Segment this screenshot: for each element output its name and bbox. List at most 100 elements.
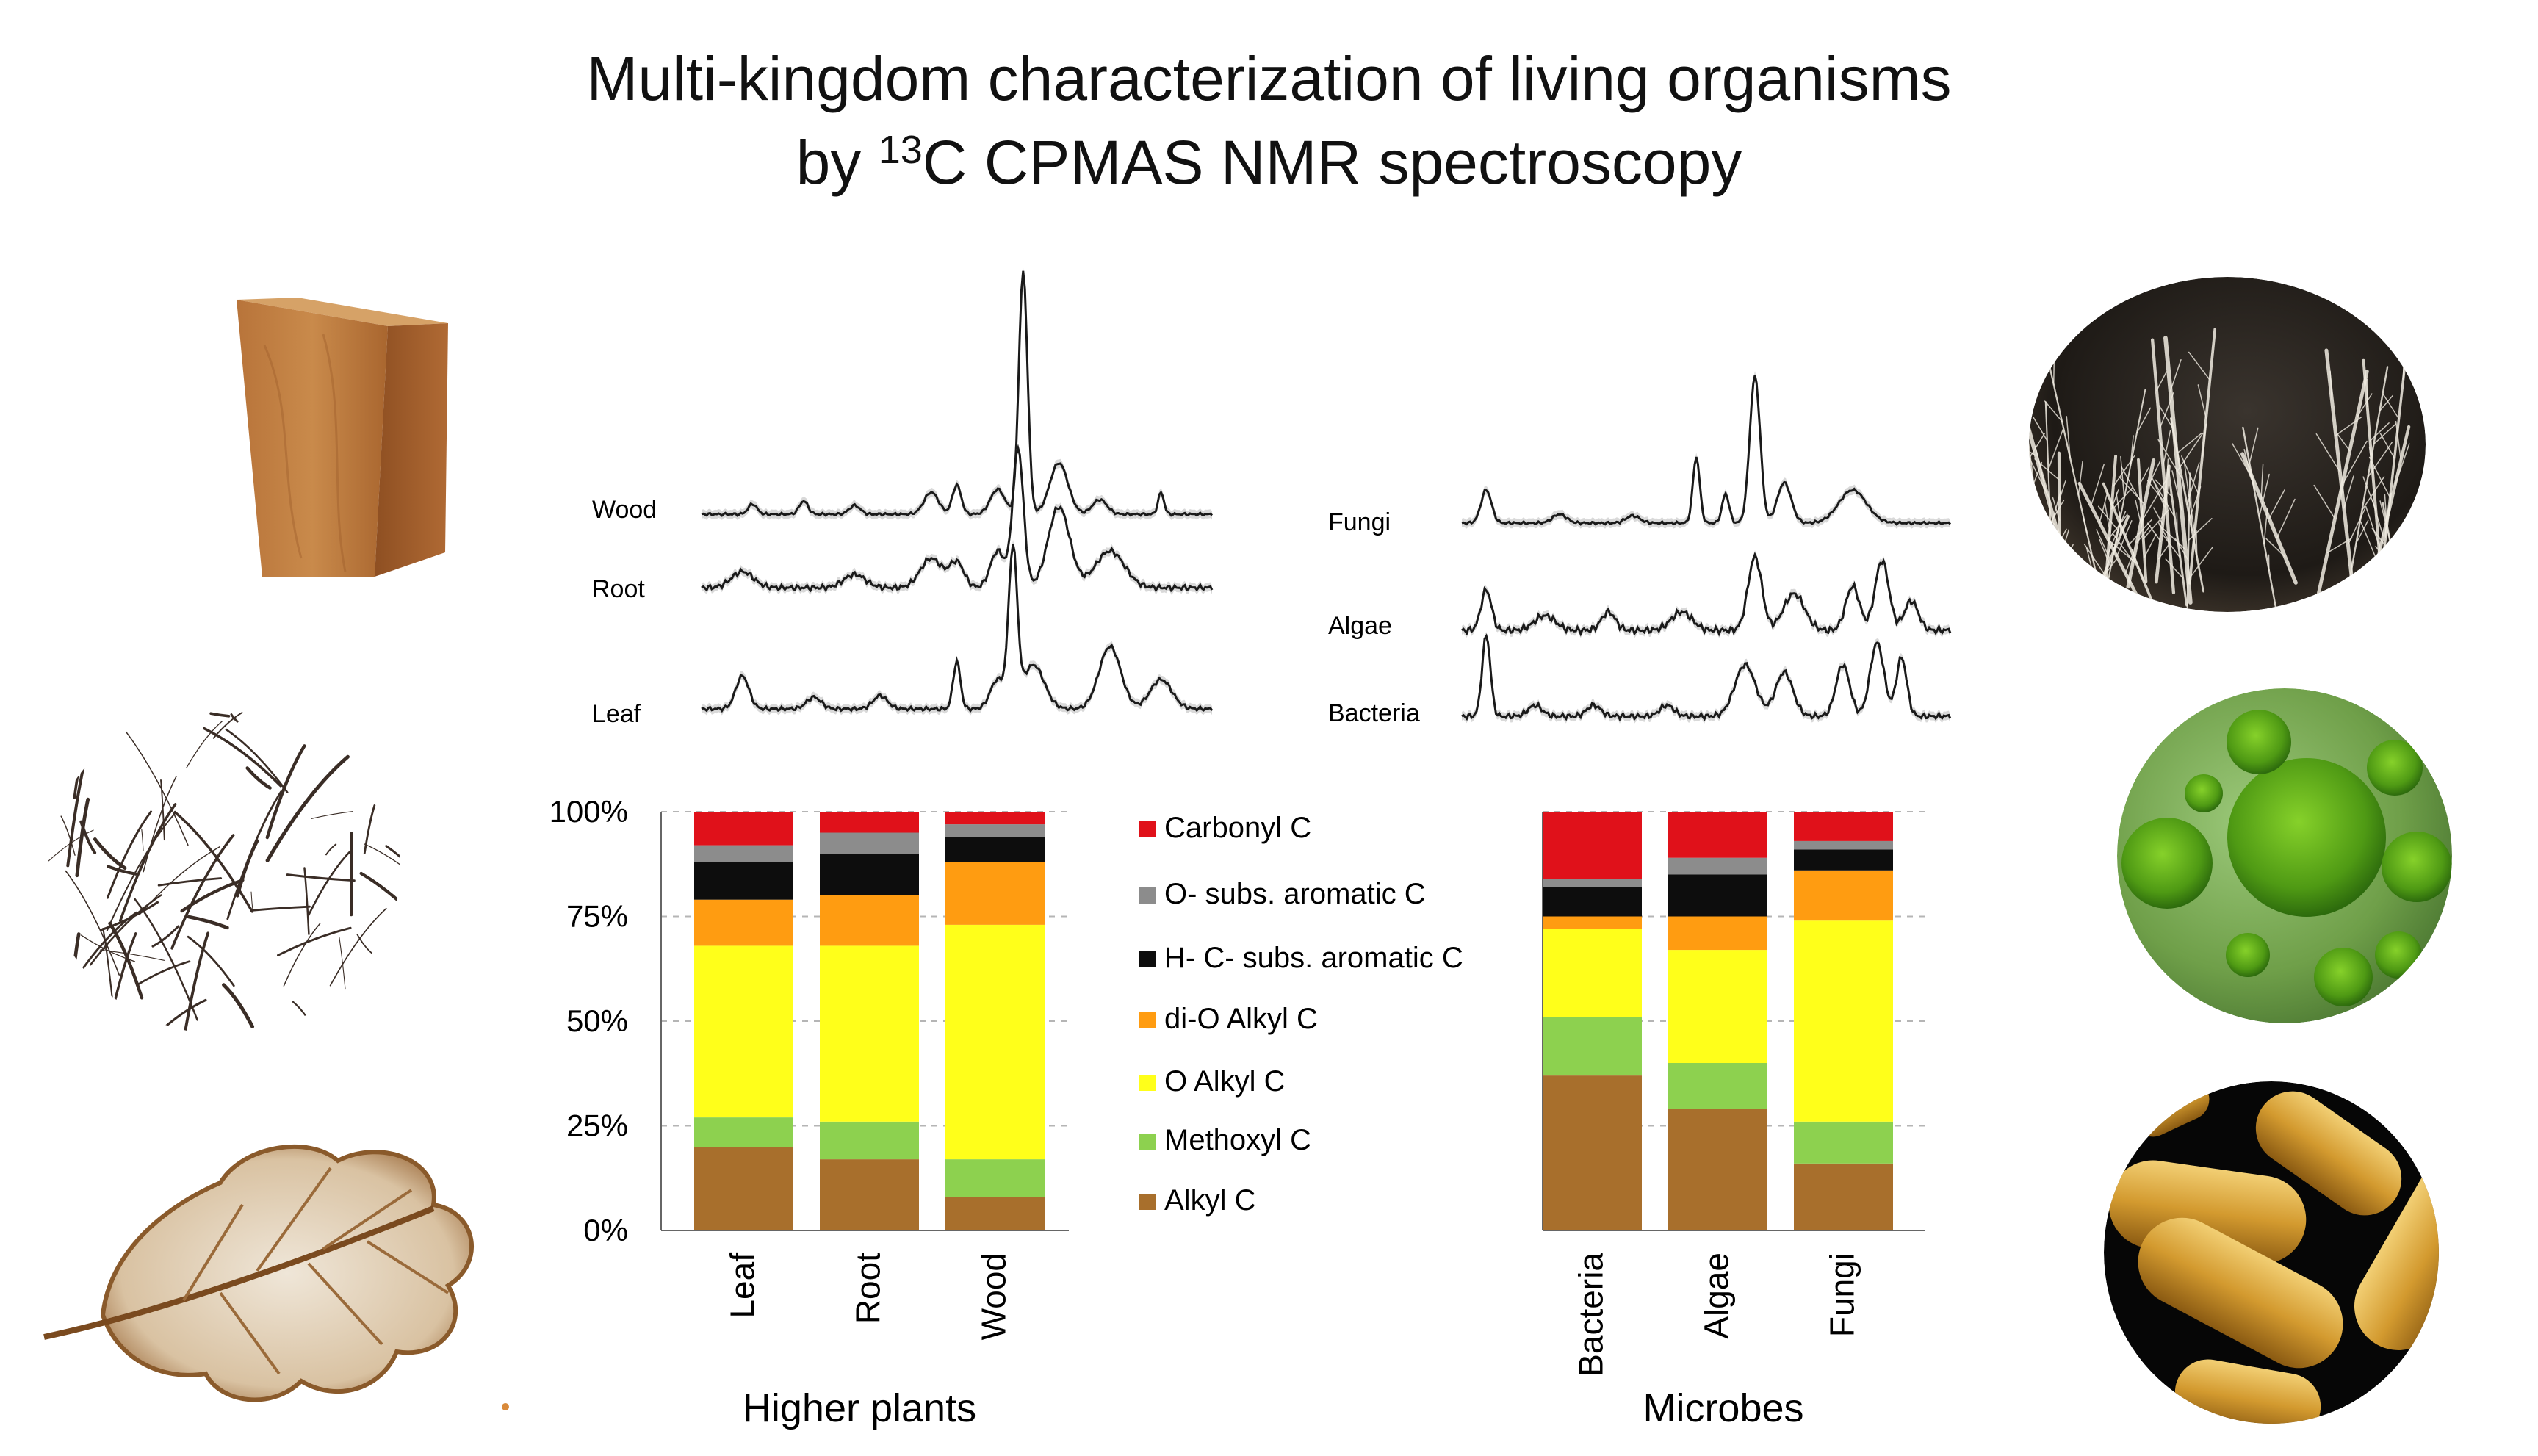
- legend-label: Methoxyl C: [1164, 1124, 1311, 1156]
- bar-segment-alkyl-c: [1543, 1075, 1642, 1230]
- bacteria-photo: [2104, 1081, 2439, 1424]
- fungi-spectrum-band: [1462, 370, 1950, 529]
- title-superscript: 13: [878, 128, 923, 172]
- legend-swatch: [1139, 951, 1156, 967]
- bar-segment-o-subs-aromatic-c: [1794, 840, 1893, 850]
- bar-segment-carbonyl-c: [1543, 812, 1642, 879]
- spectrum-label-algae: Algae: [1328, 612, 1392, 640]
- bar-segment-h-c-subs-aromatic-c: [1543, 887, 1642, 917]
- skeleton-leaf-photo: [43, 1145, 475, 1402]
- bar-segment-o-alkyl-c: [1794, 920, 1893, 1122]
- xlabel-plants: Higher plants: [743, 1386, 976, 1430]
- root-spectrum-line: [701, 444, 1214, 593]
- microbes-bar-chart: Bacteria Algae Fungi: [1542, 811, 1925, 1377]
- bar-segment-alkyl-c: [945, 1197, 1045, 1230]
- bar-segment-alkyl-c: [694, 1147, 793, 1230]
- legend-swatch: [1139, 1134, 1156, 1150]
- bar-segment-h-c-subs-aromatic-c: [1794, 849, 1893, 871]
- category-label: Root: [849, 1253, 887, 1324]
- y-tick-label: 0%: [583, 1213, 628, 1247]
- legend-swatch: [1139, 1075, 1156, 1091]
- title-line-2-prefix: by: [796, 128, 879, 197]
- bar-segment-carbonyl-c: [820, 812, 919, 833]
- bar-segment-alkyl-c: [1668, 1109, 1767, 1230]
- title-line-1: Multi-kingdom characterization of living…: [586, 44, 1952, 113]
- bacteria-spectrum-band: [1462, 632, 1950, 724]
- bar-segment-carbonyl-c: [1668, 812, 1767, 858]
- legend-label: O Alkyl C: [1164, 1065, 1285, 1098]
- spectrum-label-fungi: Fungi: [1328, 508, 1391, 536]
- chart-legend: Carbonyl C O- subs. aromatic C H- C- subs.…: [1139, 812, 1463, 1217]
- legend-label: H- C- subs. aromatic C: [1164, 942, 1463, 974]
- bar-segment-o-alkyl-c: [1668, 950, 1767, 1063]
- bar-segment-methoxyl-c: [1794, 1121, 1893, 1164]
- algae-spectrum-line: [1461, 552, 1952, 637]
- leaf-spectrum-band: [702, 539, 1212, 716]
- bar-segment-di-o-alkyl-c: [820, 895, 919, 946]
- bar-segment-o-subs-aromatic-c: [1668, 857, 1767, 875]
- spectrum-label-leaf: Leaf: [592, 700, 641, 728]
- bar-segment-o-alkyl-c: [820, 945, 919, 1122]
- title-line-2-suffix: C CPMAS NMR spectroscopy: [922, 128, 1742, 197]
- bar-segment-carbonyl-c: [1794, 812, 1893, 841]
- bar-segment-alkyl-c: [820, 1159, 919, 1230]
- bar-segment-methoxyl-c: [945, 1159, 1045, 1197]
- bar-segment-o-subs-aromatic-c: [945, 824, 1045, 837]
- bar-segment-di-o-alkyl-c: [694, 899, 793, 946]
- y-tick-label: 100%: [549, 794, 628, 829]
- plants-bar-chart: 0% 25% 50% 75% 100% Leaf Root Wood: [549, 794, 1069, 1340]
- green-algae-photo: [2117, 688, 2452, 1023]
- bar-segment-di-o-alkyl-c: [1543, 916, 1642, 929]
- category-label: Bacteria: [1572, 1253, 1610, 1377]
- bar-segment-h-c-subs-aromatic-c: [820, 854, 919, 895]
- fungal-mycelium-photo: [2029, 277, 2426, 612]
- bacteria-spectrum-line: [1461, 633, 1952, 722]
- roots-photo: [48, 704, 400, 1034]
- spectrum-label-bacteria: Bacteria: [1328, 699, 1420, 727]
- bar-segment-carbonyl-c: [945, 812, 1045, 825]
- wood-spectrum-band: [702, 266, 1212, 520]
- bar-segment-di-o-alkyl-c: [1794, 870, 1893, 921]
- legend-label: O- subs. aromatic C: [1164, 878, 1426, 910]
- bar-segment-methoxyl-c: [820, 1121, 919, 1160]
- legend-swatch: [1139, 887, 1156, 904]
- category-label: Leaf: [724, 1253, 762, 1319]
- bar-segment-o-subs-aromatic-c: [694, 845, 793, 862]
- bar-segment-o-alkyl-c: [694, 945, 793, 1118]
- legend-swatch: [1139, 1194, 1156, 1210]
- legend-swatch: [1139, 1012, 1156, 1028]
- bar-segment-carbonyl-c: [694, 812, 793, 846]
- bar-segment-di-o-alkyl-c: [1668, 916, 1767, 951]
- spectrum-label-wood: Wood: [592, 496, 657, 524]
- y-tick-label: 25%: [566, 1109, 628, 1143]
- bar-segment-o-subs-aromatic-c: [1543, 879, 1642, 887]
- legend-label: di-O Alkyl C: [1164, 1003, 1318, 1035]
- figure-title: Multi-kingdom characterization of living…: [0, 37, 2538, 204]
- bar-segment-methoxyl-c: [1543, 1017, 1642, 1076]
- orange-dot: [502, 1403, 509, 1410]
- bar-segment-methoxyl-c: [1668, 1063, 1767, 1109]
- bar-segment-h-c-subs-aromatic-c: [945, 837, 1045, 862]
- nmr-spectra: [701, 266, 1952, 724]
- legend-label: Alkyl C: [1164, 1184, 1255, 1217]
- leaf-spectrum-line: [701, 544, 1214, 713]
- category-label: Wood: [975, 1253, 1013, 1340]
- category-label: Algae: [1698, 1253, 1736, 1339]
- xlabel-microbes: Microbes: [1643, 1386, 1803, 1430]
- wood-spectrum-line: [701, 270, 1214, 517]
- y-tick-label: 75%: [566, 899, 628, 934]
- bar-segment-h-c-subs-aromatic-c: [694, 862, 793, 900]
- bar-segment-di-o-alkyl-c: [945, 862, 1045, 925]
- legend-label: Carbonyl C: [1164, 812, 1311, 844]
- wood-block-photo: [237, 298, 448, 577]
- bar-segment-o-alkyl-c: [945, 924, 1045, 1160]
- bar-segment-alkyl-c: [1794, 1163, 1893, 1230]
- fungi-spectrum-line: [1461, 375, 1952, 526]
- bar-segment-methoxyl-c: [694, 1117, 793, 1147]
- title-line-2: by 13C CPMAS NMR spectroscopy: [0, 120, 2538, 204]
- legend-swatch: [1139, 821, 1156, 837]
- y-tick-label: 50%: [566, 1003, 628, 1038]
- bar-segment-h-c-subs-aromatic-c: [1668, 874, 1767, 917]
- category-label: Fungi: [1823, 1253, 1861, 1337]
